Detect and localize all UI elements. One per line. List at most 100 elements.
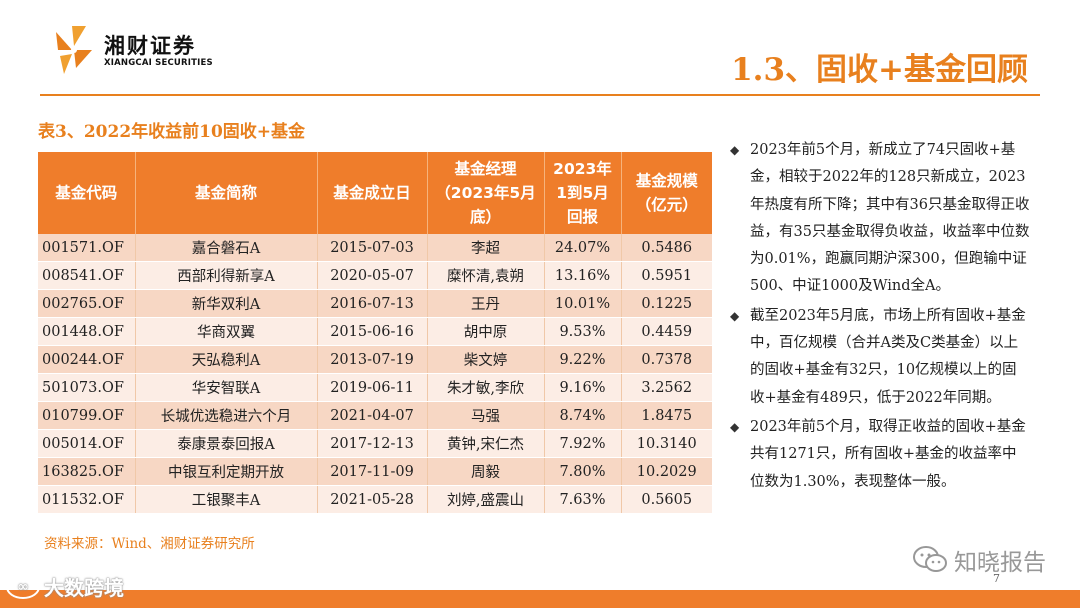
cell-name: 工银聚丰A (135, 485, 318, 514)
cell-code: 011532.OF (38, 485, 136, 514)
cell-size: 0.7378 (621, 345, 712, 374)
cell-name: 嘉合磐石A (135, 234, 318, 262)
cell-inception: 2021-04-07 (317, 401, 428, 430)
table-row: 008541.OF 西部利得新享A 2020-05-07 糜怀清,袁朔 13.16% 0.… (38, 261, 712, 290)
cell-size: 0.5605 (621, 485, 712, 514)
column-header-line: 基金简称 (194, 184, 257, 202)
cell-return: 7.92% (544, 429, 622, 458)
page-title: 1.3、固收+基金回顾 (731, 52, 1028, 88)
brand-name-en: XIANGCAI SECURITIES (104, 58, 213, 68)
cell-name: 新华双利A (135, 289, 318, 318)
column-header-line: 1到5月 (556, 184, 609, 202)
footer-logo-icon: ∞ (6, 574, 40, 599)
cell-manager: 朱才敏,李欣 (427, 373, 545, 402)
cell-manager: 马强 (427, 401, 545, 430)
table-row: 002765.OF 新华双利A 2016-07-13 王丹 10.01% 0.1225 (38, 289, 712, 318)
column-header-line: 基金经理 (454, 160, 517, 178)
column-header-line: 基金成立日 (333, 184, 411, 202)
cell-inception: 2015-06-16 (317, 317, 428, 346)
column-header-line: （2023年5月 (435, 184, 536, 202)
cell-code: 001571.OF (38, 234, 136, 262)
cell-inception: 2013-07-19 (317, 345, 428, 374)
table-row: 501073.OF 华安智联A 2019-06-11 朱才敏,李欣 9.16% 3.256… (38, 373, 712, 402)
footer-logo-text: 大数跨境 (44, 576, 124, 600)
column-header: 基金经理 （2023年5月 底） (427, 152, 545, 234)
wechat-icon (913, 546, 947, 572)
column-header: 基金简称 (135, 152, 318, 234)
cell-manager: 黄钟,宋仁杰 (427, 429, 545, 458)
column-header: 基金成立日 (317, 152, 428, 234)
cell-manager: 糜怀清,袁朔 (427, 261, 545, 290)
table-caption: 表3、2022年收益前10固收+基金 (38, 122, 306, 142)
column-header-line: 基金规模 (635, 172, 698, 190)
brand-name-cn: 湘财证券 (104, 34, 196, 58)
table-row: 011532.OF 工银聚丰A 2021-05-28 刘婷,盛震山 7.63% 0.560… (38, 485, 712, 514)
footer-band (0, 590, 1080, 608)
cell-size: 3.2562 (621, 373, 712, 402)
cell-return: 24.07% (544, 234, 622, 262)
xiangcai-logo-icon (56, 26, 92, 74)
cell-code: 002765.OF (38, 289, 136, 318)
column-header: 2023年 1到5月回报 (544, 152, 622, 234)
cell-inception: 2020-05-07 (317, 261, 428, 290)
summary-bullets: 2023年前5个月，新成立了74只固收+基金，相较于2022年的128只新成立，… (730, 137, 1030, 498)
cell-name: 泰康景泰回报A (135, 429, 318, 458)
bullet-item: 2023年前5个月，取得正收益的固收+基金共有1271只，所有固收+基金的收益率… (730, 414, 1030, 496)
cell-code: 163825.OF (38, 457, 136, 486)
cell-size: 10.3140 (621, 429, 712, 458)
column-header-line: 2023年 (553, 160, 612, 178)
table-row: 001448.OF 华商双翼 2015-06-16 胡中原 9.53% 0.4459 (38, 317, 712, 346)
bullet-item: 2023年前5个月，新成立了74只固收+基金，相较于2022年的128只新成立，… (730, 137, 1030, 301)
table-body: 001571.OF 嘉合磐石A 2015-07-03 李超 24.07% 0.5486 00… (38, 234, 712, 514)
cell-return: 13.16% (544, 261, 622, 290)
cell-size: 10.2029 (621, 457, 712, 486)
cell-inception: 2017-11-09 (317, 457, 428, 486)
cell-name: 西部利得新享A (135, 261, 318, 290)
cell-manager: 李超 (427, 234, 545, 262)
cell-code: 010799.OF (38, 401, 136, 430)
column-header-line: 基金代码 (55, 184, 118, 202)
header-divider (40, 94, 1040, 96)
cell-manager: 刘婷,盛震山 (427, 485, 545, 514)
column-header-line: 回报 (566, 208, 598, 226)
cell-name: 天弘稳利A (135, 345, 318, 374)
source-note: 资料来源：Wind、湘财证券研究所 (44, 536, 255, 552)
column-header-line: 底） (469, 208, 501, 226)
cell-code: 008541.OF (38, 261, 136, 290)
table-row: 000244.OF 天弘稳利A 2013-07-19 柴文婷 9.22% 0.7378 (38, 345, 712, 374)
cell-name: 长城优选稳进六个月 (135, 401, 318, 430)
cell-code: 501073.OF (38, 373, 136, 402)
cell-name: 华商双翼 (135, 317, 318, 346)
cell-size: 0.4459 (621, 317, 712, 346)
cell-return: 9.16% (544, 373, 622, 402)
cell-inception: 2017-12-13 (317, 429, 428, 458)
cell-return: 7.63% (544, 485, 622, 514)
bullet-item: 截至2023年5月底，市场上所有固收+基金中，百亿规模（合并A类及C类基金）以上… (730, 303, 1030, 412)
fund-table: 基金代码 基金简称 基金成立日 基金经理 （2023年5月 底） 2023年 1到5月回报 基金… (38, 152, 712, 514)
column-header-line: （亿元） (635, 196, 698, 214)
cell-return: 9.53% (544, 317, 622, 346)
cell-size: 0.1225 (621, 289, 712, 318)
cell-size: 0.5486 (621, 234, 712, 262)
cell-name: 中银互利定期开放 (135, 457, 318, 486)
table-row: 163825.OF 中银互利定期开放 2017-11-09 周毅 7.80% 10.202… (38, 457, 712, 486)
table-header-row: 基金代码 基金简称 基金成立日 基金经理 （2023年5月 底） 2023年 1到5月回报 基金… (38, 152, 712, 234)
column-header: 基金代码 (38, 152, 136, 234)
cell-manager: 胡中原 (427, 317, 545, 346)
watermark-text: 知晓报告 (954, 550, 1046, 576)
cell-name: 华安智联A (135, 373, 318, 402)
cell-return: 9.22% (544, 345, 622, 374)
cell-return: 10.01% (544, 289, 622, 318)
cell-code: 005014.OF (38, 429, 136, 458)
cell-inception: 2021-05-28 (317, 485, 428, 514)
table-row: 001571.OF 嘉合磐石A 2015-07-03 李超 24.07% 0.5486 (38, 234, 712, 262)
cell-size: 1.8475 (621, 401, 712, 430)
column-header: 基金规模 （亿元） (621, 152, 712, 234)
cell-return: 8.74% (544, 401, 622, 430)
cell-code: 001448.OF (38, 317, 136, 346)
footer-logo: ∞ 大数跨境 (6, 572, 124, 601)
cell-code: 000244.OF (38, 345, 136, 374)
cell-manager: 柴文婷 (427, 345, 545, 374)
table-row: 010799.OF 长城优选稳进六个月 2021-04-07 马强 8.74% 1.847… (38, 401, 712, 430)
cell-inception: 2015-07-03 (317, 234, 428, 262)
